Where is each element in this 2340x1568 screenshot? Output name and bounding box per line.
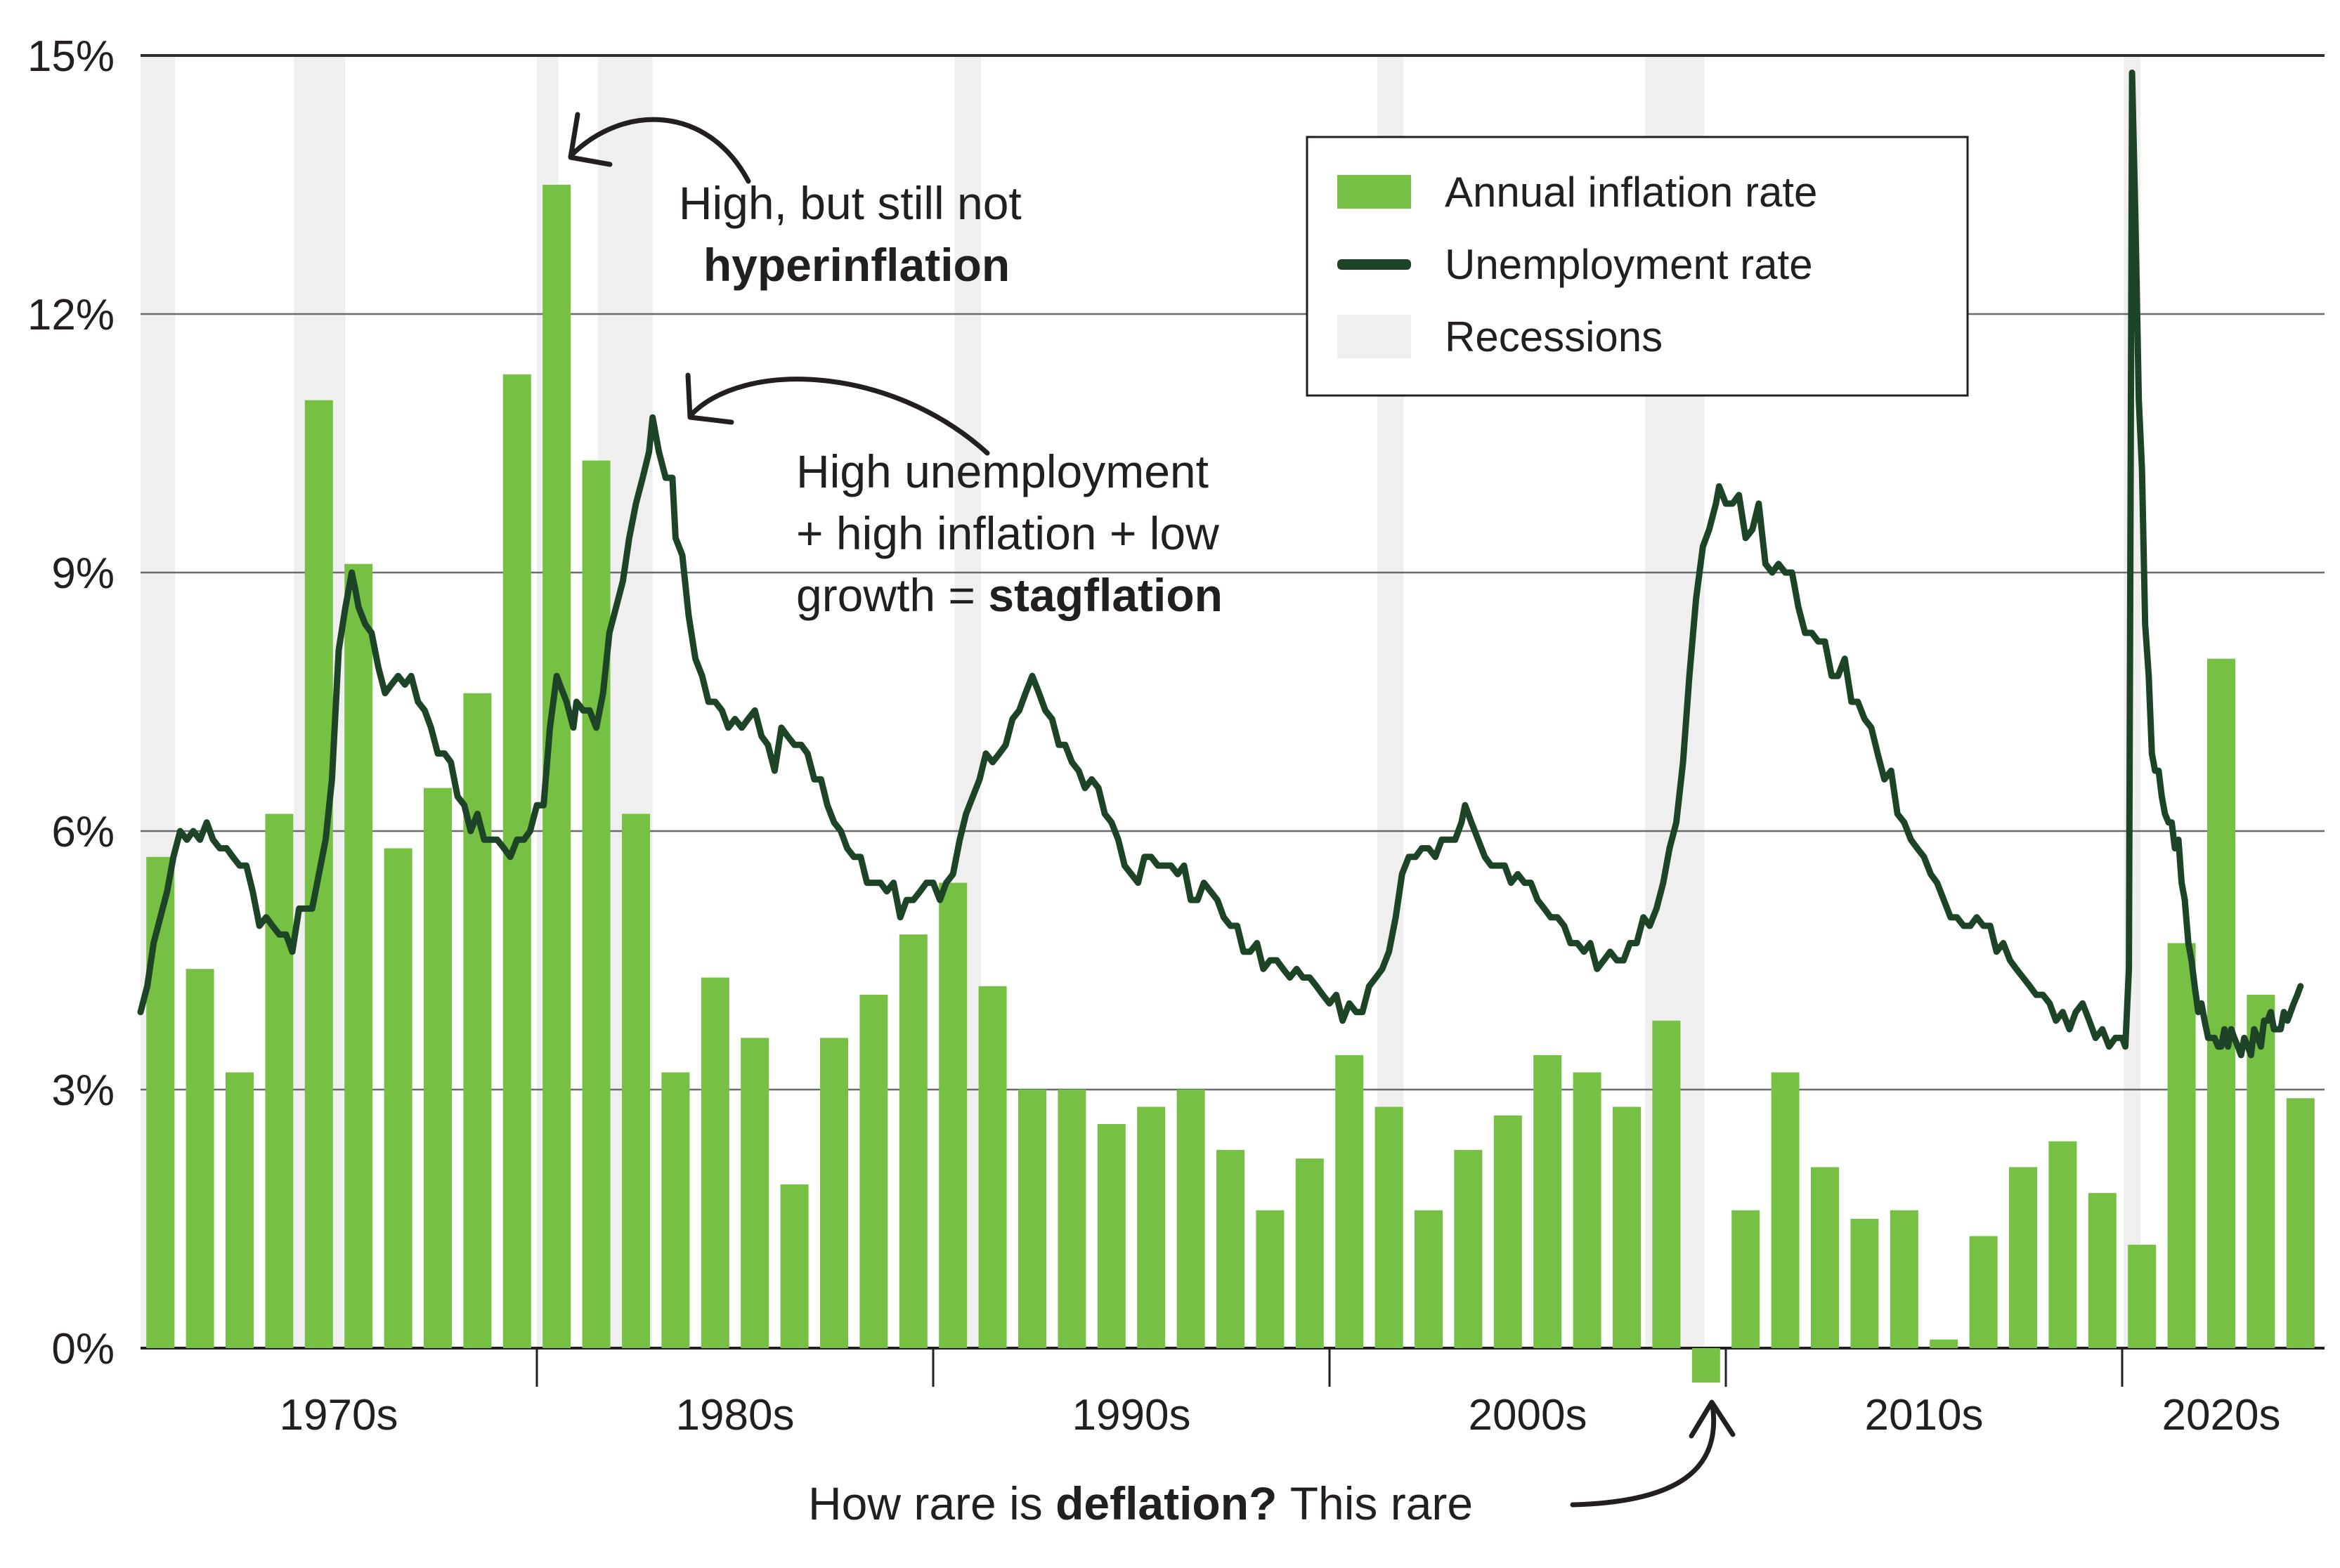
inflation-bar-1975 xyxy=(344,563,373,1349)
deflation-arrowhead-icon xyxy=(1689,1399,1736,1439)
inflation-bar-1992 xyxy=(1018,1089,1046,1348)
stagflation-arrow xyxy=(687,377,990,456)
inflation-bar-2006 xyxy=(1573,1072,1601,1348)
recession-swatch-icon xyxy=(1337,315,1411,358)
inflation-bar-2014 xyxy=(1890,1210,1918,1348)
y-axis-labels: 15% 12% 9% 6% 3% 0% xyxy=(27,32,115,1373)
inflation-bar-2001 xyxy=(1374,1106,1403,1348)
inflation-bar-2022 xyxy=(2207,658,2235,1348)
legend-item-unemployment: Unemployment rate xyxy=(1445,241,1813,288)
inflation-bar-1984 xyxy=(701,977,729,1348)
y-tick-label-3%: 3% xyxy=(51,1066,115,1115)
inflation-bar-1981 xyxy=(582,460,611,1348)
inflation-bar-1973 xyxy=(265,814,294,1348)
inflation-bar-1976 xyxy=(384,848,412,1348)
inflation-bar-2003 xyxy=(1454,1149,1483,1348)
unemployment-line xyxy=(137,70,2304,1059)
deflation-text: How rare is deflation? This rare xyxy=(808,1477,1473,1529)
hyperinflation-arrow xyxy=(568,117,751,184)
inflation-bar-1978 xyxy=(463,693,492,1348)
x-axis-label-1990s: 1990s xyxy=(1072,1391,1191,1439)
y-tick-label-6%: 6% xyxy=(51,808,115,856)
inflation-bar-1990 xyxy=(939,882,968,1348)
y-tick-label-15%: 15% xyxy=(27,32,115,81)
inflation-bar-1986 xyxy=(780,1184,809,1348)
hyperinflation-arrowhead-icon xyxy=(568,112,613,167)
inflation-bar-2017 xyxy=(2009,1167,2037,1348)
inflation-bar-2010 xyxy=(1731,1210,1760,1348)
unemployment-swatch-icon xyxy=(1337,259,1411,270)
inflation-bar-1991 xyxy=(978,986,1007,1348)
inflation-bar-1988 xyxy=(859,995,888,1348)
legend-box xyxy=(1306,136,1969,397)
x-axis-label-2010s: 2010s xyxy=(1865,1391,1984,1439)
inflation-bar-2015 xyxy=(1930,1339,1958,1348)
stagflation-arrowhead-icon xyxy=(685,372,734,425)
deflation-annotation: How rare is deflation? This rare xyxy=(808,1399,1736,1529)
x-axis-labels: 1970s 1980s 1990s 2000s 2010s 2020s xyxy=(280,1348,2281,1439)
inflation-bar-1979 xyxy=(502,374,531,1348)
unemployment-line-layer xyxy=(137,70,2304,1059)
inflation-bar-1994 xyxy=(1097,1124,1126,1348)
inflation-bar-1971 xyxy=(186,969,214,1348)
inflation-bars xyxy=(146,184,2315,1383)
x-axis-label-1970s: 1970s xyxy=(280,1391,398,1439)
inflation-bar-1999 xyxy=(1295,1158,1324,1348)
inflation-bar-1972 xyxy=(226,1072,254,1348)
inflation-bar-2019 xyxy=(2088,1193,2117,1348)
deflation-arrow xyxy=(1570,1402,1717,1508)
inflation-bar-2007 xyxy=(1613,1106,1641,1348)
inflation-bar-1989 xyxy=(899,934,928,1348)
inflation-bar-1996 xyxy=(1176,1089,1205,1348)
inflation-bar-1995 xyxy=(1137,1106,1166,1348)
inflation-bar-1993 xyxy=(1058,1089,1086,1348)
inflation-bar-1977 xyxy=(424,788,452,1348)
inflation-bar-2009 xyxy=(1691,1348,1720,1383)
legend-item-inflation: Annual inflation rate xyxy=(1445,169,1817,216)
stagflation-annotation: High unemployment + high inflation + low… xyxy=(685,372,1232,621)
inflation-bar-1970 xyxy=(146,856,175,1348)
y-tick-label-0%: 0% xyxy=(51,1325,115,1373)
inflation-bar-2020 xyxy=(2128,1244,2157,1348)
inflation-bar-2005 xyxy=(1533,1054,1562,1348)
legend-item-recessions: Recessions xyxy=(1445,313,1663,360)
x-axis-label-2000s: 2000s xyxy=(1469,1391,1587,1439)
inflation-bar-2021 xyxy=(2167,943,2196,1348)
inflation-bar-1998 xyxy=(1256,1210,1285,1348)
inflation-bar-2011 xyxy=(1771,1072,1800,1348)
x-axis-label-1980s: 1980s xyxy=(676,1391,795,1439)
inflation-bar-1982 xyxy=(622,814,650,1348)
inflation-bar-2002 xyxy=(1415,1210,1443,1348)
inflation-bar-2012 xyxy=(1811,1167,1839,1348)
inflation-bar-2008 xyxy=(1652,1020,1681,1348)
inflation-swatch-icon xyxy=(1337,175,1411,209)
inflation-bar-1997 xyxy=(1216,1149,1244,1348)
legend: Annual inflation rate Unemployment rate … xyxy=(1306,136,1969,397)
x-axis-label-2020s: 2020s xyxy=(2162,1391,2281,1439)
hyperinflation-annotation: High, but still not hyperinflation xyxy=(568,112,1034,291)
inflation-bar-2000 xyxy=(1335,1054,1364,1348)
inflation-bar-2013 xyxy=(1850,1218,1879,1348)
inflation-bar-2018 xyxy=(2048,1141,2077,1348)
inflation-bar-2016 xyxy=(1969,1236,1998,1348)
y-tick-label-12%: 12% xyxy=(27,291,115,339)
inflation-bar-1983 xyxy=(661,1072,690,1348)
y-tick-label-9%: 9% xyxy=(51,549,115,598)
inflation-bar-1985 xyxy=(741,1038,769,1348)
stagflation-text: High unemployment + high inflation + low… xyxy=(796,445,1232,621)
inflation-bar-1987 xyxy=(820,1038,848,1348)
inflation-bar-2004 xyxy=(1493,1115,1522,1348)
inflation-bar-2024 xyxy=(2286,1098,2315,1348)
hyperinflation-text: High, but still not hyperinflation xyxy=(679,177,1034,291)
